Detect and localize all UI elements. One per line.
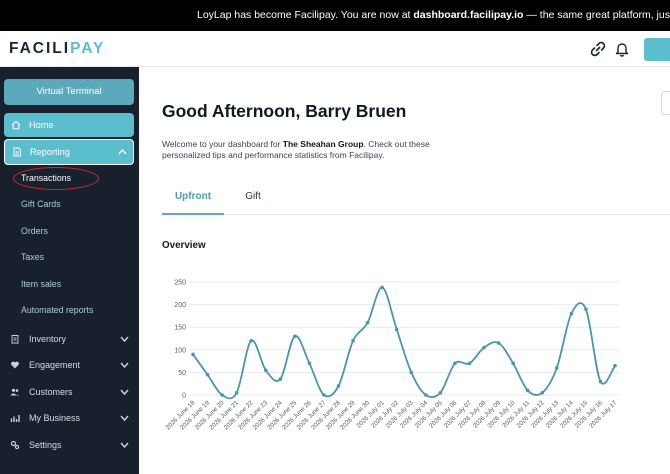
overview-heading: Overview bbox=[162, 240, 206, 251]
sidebar-item-label: Engagement bbox=[29, 360, 81, 370]
link-icon[interactable] bbox=[590, 41, 606, 57]
data-point bbox=[496, 341, 501, 345]
data-point bbox=[613, 363, 617, 368]
data-point bbox=[365, 320, 370, 325]
facilipay-logo[interactable]: FACILIPAY bbox=[9, 40, 106, 57]
chevron-down-icon[interactable] bbox=[120, 361, 129, 369]
banner-domain[interactable]: dashboard.facilipay.io bbox=[413, 9, 524, 21]
top-header: FACILIPAY bbox=[0, 31, 670, 67]
data-point bbox=[598, 379, 603, 384]
data-point bbox=[511, 361, 515, 366]
clipboard-icon bbox=[11, 335, 19, 344]
dashboard-tabs: Upfront Gift bbox=[162, 184, 670, 215]
sidebar-item-label: My Business bbox=[29, 413, 81, 423]
sidebar-subitem-gift-cards[interactable]: Gift Cards bbox=[21, 199, 61, 209]
chevron-down-icon[interactable] bbox=[120, 335, 129, 343]
sidebar-item-inventory[interactable]: Inventory bbox=[0, 329, 139, 349]
data-point bbox=[220, 393, 224, 397]
data-point bbox=[307, 361, 312, 366]
document-icon bbox=[13, 147, 21, 157]
chevron-down-icon[interactable] bbox=[120, 414, 129, 422]
sidebar-subitem-automated-reports[interactable]: Automated reports bbox=[21, 305, 94, 315]
banner-suffix: — the same great platform, just with a n… bbox=[526, 9, 670, 21]
company-name: The Sheahan Group bbox=[282, 139, 364, 149]
y-tick-label: 200 bbox=[174, 302, 186, 309]
chevron-down-icon[interactable] bbox=[120, 388, 129, 396]
annotation-circle bbox=[13, 167, 99, 190]
tab-upfront[interactable]: Upfront bbox=[162, 184, 224, 215]
data-point bbox=[191, 352, 195, 357]
sidebar-item-my-business[interactable]: My Business bbox=[0, 408, 139, 428]
data-point bbox=[278, 377, 283, 381]
home-icon bbox=[11, 120, 21, 130]
y-tick-label: 0 bbox=[182, 393, 186, 400]
data-point bbox=[482, 345, 486, 350]
data-point bbox=[322, 393, 326, 397]
data-point bbox=[351, 338, 355, 343]
sidebar-item-reporting[interactable]: Reporting bbox=[4, 139, 134, 165]
gear-icon bbox=[10, 440, 20, 450]
bar-chart-icon bbox=[10, 415, 20, 422]
account-button[interactable] bbox=[644, 38, 670, 61]
bell-icon[interactable] bbox=[614, 41, 630, 57]
data-point bbox=[380, 285, 384, 290]
data-point bbox=[453, 361, 457, 366]
sidebar-item-label: Customers bbox=[29, 387, 73, 397]
side-panel-toggle[interactable] bbox=[661, 91, 670, 115]
sidebar-item-engagement[interactable]: Engagement bbox=[0, 355, 139, 375]
welcome-text: Welcome to your dashboard for The Sheaha… bbox=[162, 139, 430, 160]
sidebar-item-home[interactable]: Home bbox=[4, 113, 134, 137]
virtual-terminal-button[interactable]: Virtual Terminal bbox=[4, 79, 134, 105]
users-icon bbox=[10, 388, 20, 396]
sidebar-subitem-orders[interactable]: Orders bbox=[21, 226, 48, 236]
chevron-down-icon[interactable] bbox=[120, 441, 129, 449]
sidebar-item-label: Home bbox=[29, 120, 54, 130]
series-line bbox=[192, 286, 616, 400]
data-point bbox=[438, 390, 443, 395]
data-point bbox=[394, 327, 399, 332]
sidebar-subitem-taxes[interactable]: Taxes bbox=[21, 252, 44, 262]
data-point bbox=[409, 370, 414, 375]
data-point bbox=[540, 390, 545, 395]
sidebar-item-label: Inventory bbox=[29, 334, 67, 344]
data-point bbox=[234, 390, 239, 395]
data-point bbox=[584, 307, 588, 311]
announcement-banner: LoyLap has become Facilipay. You are now… bbox=[0, 0, 670, 31]
sidebar-subitem-item-sales[interactable]: Item sales bbox=[21, 279, 62, 289]
data-point bbox=[293, 334, 297, 339]
data-point bbox=[249, 338, 254, 343]
y-tick-label: 250 bbox=[174, 280, 186, 287]
data-point bbox=[525, 388, 530, 393]
chevron-up-icon[interactable] bbox=[118, 148, 127, 156]
data-point bbox=[424, 393, 428, 397]
y-tick-label: 50 bbox=[178, 370, 186, 377]
sidebar-item-settings[interactable]: Settings bbox=[0, 435, 139, 455]
page-title: Good Afternoon, Barry Bruen bbox=[162, 101, 407, 121]
banner-prefix: LoyLap has become Facilipay. You are now… bbox=[197, 9, 414, 21]
tab-gift[interactable]: Gift bbox=[245, 191, 261, 202]
data-point bbox=[205, 372, 210, 377]
main-content: Good Afternoon, Barry Bruen Welcome to y… bbox=[139, 67, 670, 474]
sidebar-item-customers[interactable]: Customers bbox=[0, 382, 139, 402]
data-point bbox=[263, 368, 268, 372]
data-point bbox=[569, 311, 574, 316]
sidebar-item-label: Settings bbox=[29, 440, 62, 450]
data-point bbox=[554, 366, 559, 370]
data-point bbox=[336, 384, 341, 388]
data-point bbox=[467, 361, 472, 366]
sidebar: Virtual Terminal Home Reporting Transact… bbox=[0, 67, 139, 474]
sidebar-item-label: Reporting bbox=[30, 147, 70, 157]
y-tick-label: 100 bbox=[174, 347, 186, 354]
heart-icon bbox=[11, 361, 19, 369]
y-tick-label: 150 bbox=[174, 325, 186, 332]
